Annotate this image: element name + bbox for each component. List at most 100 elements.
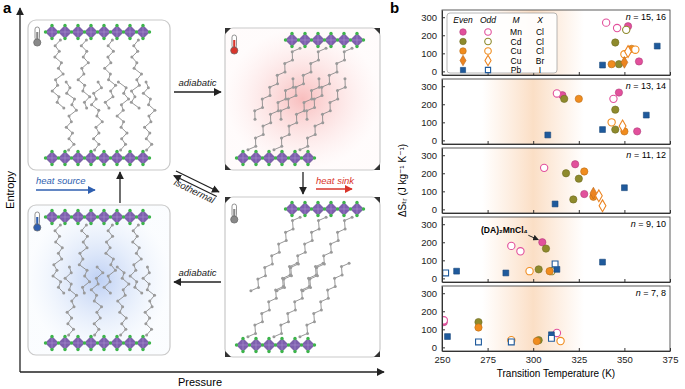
axis-arrow [19,8,20,372]
legend-label: I [539,65,541,75]
halide-atom [89,37,92,40]
chain-atom [95,311,98,314]
halide-atom [329,201,332,204]
data-point [621,185,627,191]
x-tick-mark [533,279,534,282]
x-tick-mark [488,348,489,351]
chain-atom [120,137,123,140]
pressure-indicator [374,28,380,34]
y-axis-line [442,218,443,283]
chain-atom [125,86,128,89]
thermometer-bulb [34,224,41,231]
chain-atom [90,103,93,106]
chain-atom [336,231,339,234]
halide-atom [290,45,293,48]
halide-atom [287,156,290,159]
subplot-title: n = 7, 8 [636,288,666,298]
octahedron [111,337,124,350]
x-tick: 375 [663,348,679,365]
data-point [443,270,449,276]
y-tick-label: 100 [421,117,437,128]
halide-atom [115,163,118,166]
chain-atom [80,229,83,232]
chain-atom [254,118,257,121]
octahedron [312,203,325,216]
chain-atom [142,277,145,280]
chain-atom [65,92,68,95]
chain-atom [351,216,354,219]
halide-atom [128,348,131,351]
halide-atom [83,30,86,33]
chain-atom [317,77,320,80]
halide-atom [44,215,47,218]
octahedron-edge [338,34,351,47]
chain-atom [97,143,100,146]
data-point [561,95,568,102]
y-tick-label: 300 [421,150,437,161]
data-point [599,200,606,212]
halide-atom [297,207,300,210]
chain-atom [317,50,320,53]
state-box [28,20,170,170]
chain-atom [132,44,135,47]
chain-atom [85,107,88,110]
chain-atom [82,73,85,76]
chain-atom [80,67,83,70]
chain-atom [71,132,74,135]
halide-atom [63,222,66,225]
chain-atom [284,98,287,101]
octahedron-edge [46,26,59,39]
halide-atom [241,150,244,153]
chain-atom [287,106,290,109]
chain-atom [314,265,317,268]
organic-chain [103,224,117,295]
chain-atom [279,324,282,327]
chain-atom [340,265,343,268]
y-tick-mark [442,17,445,18]
chain-atom [57,252,60,255]
x-tick [670,72,671,75]
points [443,239,606,276]
organic-chain [142,266,156,337]
process-label: heat sink [316,175,355,186]
halide-atom [241,337,244,340]
chain-atom [281,277,284,280]
halide-atom [63,209,66,212]
chain-atom [60,61,63,64]
chain-atom [109,280,112,283]
chain-atom [122,120,125,123]
octahedron [276,152,289,165]
data-point [526,268,533,275]
octahedron [299,203,312,216]
chain-atom [104,252,107,255]
pressure-indicator [374,164,380,170]
x-tick-mark [579,348,580,351]
halide-atom [148,156,151,159]
chain-atom [93,334,96,337]
octahedron [137,337,150,350]
y-tick-mark [442,71,445,72]
thermometer [34,212,41,231]
y-tick: 300 [421,81,445,92]
octahedron-edge [124,337,137,350]
halide-atom [122,156,125,159]
chain-atom [343,77,346,80]
legend-label: Cu [511,56,522,66]
organic-chain [301,216,353,293]
chain-atom [153,109,156,112]
process-label: adiabatic [178,77,216,88]
process-arrow [174,281,221,282]
chain-atom [303,109,306,112]
chain-atom [269,113,272,116]
halide-atom [57,341,60,344]
pressure-indicator [225,164,231,170]
pressure-indicator [374,197,380,203]
thermometer-tube [232,35,237,48]
chain-atom [287,125,290,128]
points [545,89,649,138]
octahedron-edge [250,152,263,165]
chain-atom [125,317,128,320]
octahedron-edge [85,26,98,39]
data-point [643,112,649,118]
y-tick-mark [442,209,445,210]
